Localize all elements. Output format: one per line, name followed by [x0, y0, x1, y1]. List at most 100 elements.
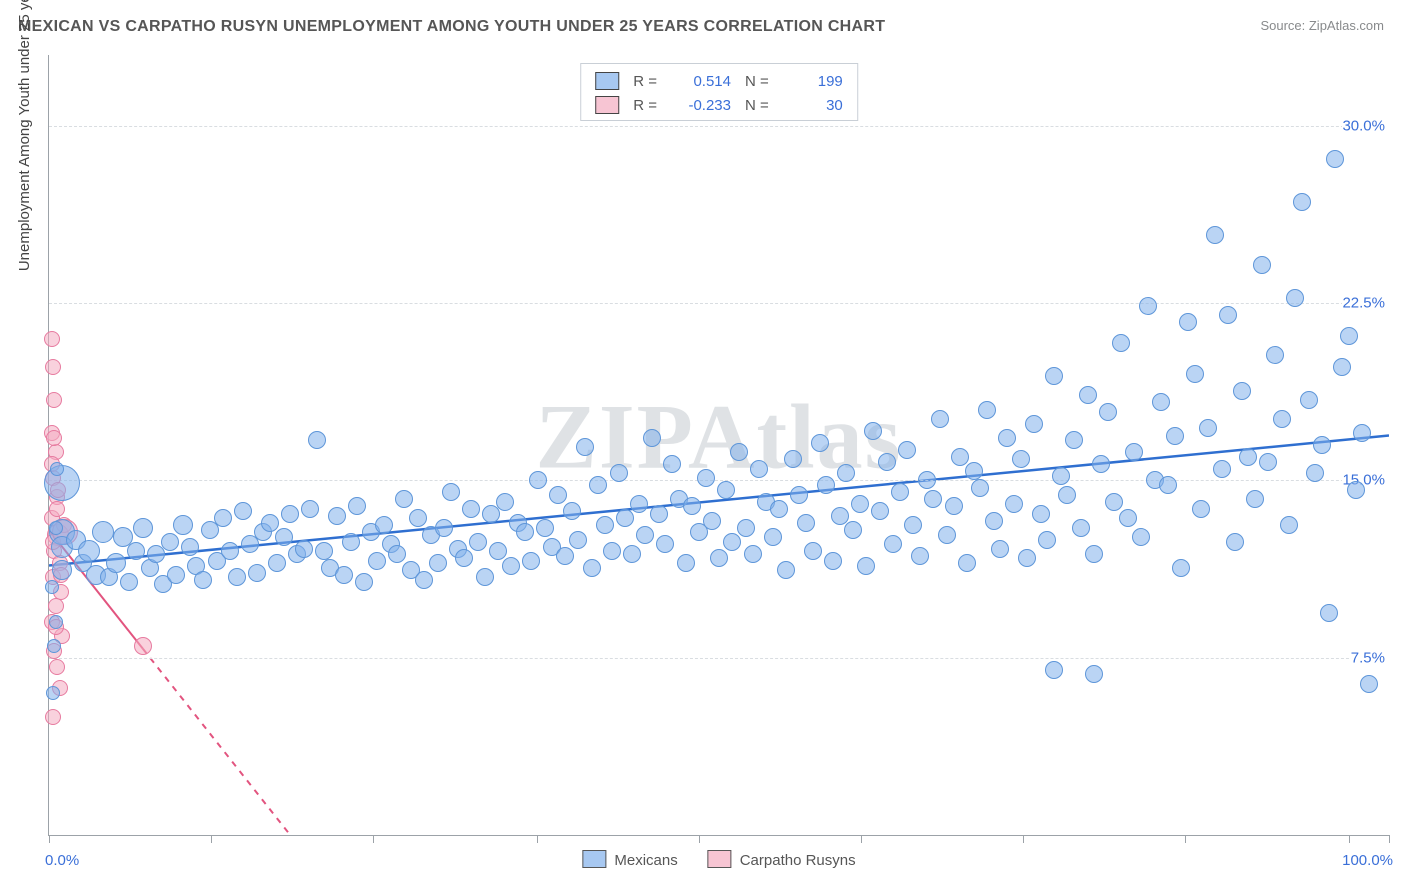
scatter-point: [723, 533, 741, 551]
scatter-point: [898, 441, 916, 459]
scatter-point: [824, 552, 842, 570]
scatter-point: [750, 460, 768, 478]
scatter-point: [161, 533, 179, 551]
scatter-point: [388, 545, 406, 563]
scatter-point: [911, 547, 929, 565]
scatter-point: [1206, 226, 1224, 244]
y-axis-title: Unemployment Among Youth under 25 years: [16, 0, 33, 271]
scatter-point: [295, 540, 313, 558]
scatter-point: [583, 559, 601, 577]
scatter-point: [1259, 453, 1277, 471]
scatter-point: [1072, 519, 1090, 537]
gridline-h: [49, 303, 1389, 304]
scatter-point: [971, 479, 989, 497]
scatter-point: [1005, 495, 1023, 513]
scatter-point: [496, 493, 514, 511]
r-value-mexicans: 0.514: [671, 73, 731, 90]
scatter-point: [348, 497, 366, 515]
scatter-point: [489, 542, 507, 560]
scatter-point: [1152, 393, 1170, 411]
scatter-point: [1085, 665, 1103, 683]
scatter-point: [1112, 334, 1130, 352]
x-tick: [861, 835, 862, 843]
scatter-point: [596, 516, 614, 534]
scatter-point: [49, 521, 63, 535]
scatter-point: [978, 401, 996, 419]
scatter-point: [442, 483, 460, 501]
scatter-point: [1320, 604, 1338, 622]
scatter-point: [1213, 460, 1231, 478]
gridline-h: [49, 658, 1389, 659]
scatter-point: [951, 448, 969, 466]
swatch-blue-icon: [595, 72, 619, 90]
scatter-point: [355, 573, 373, 591]
scatter-point: [1172, 559, 1190, 577]
scatter-point: [744, 545, 762, 563]
scatter-point: [1360, 675, 1378, 693]
scatter-point: [630, 495, 648, 513]
scatter-point: [603, 542, 621, 560]
scatter-point: [221, 542, 239, 560]
r-label: R =: [633, 97, 657, 114]
scatter-point: [1018, 549, 1036, 567]
x-tick: [211, 835, 212, 843]
scatter-point: [308, 431, 326, 449]
scatter-point: [924, 490, 942, 508]
scatter-point: [1139, 297, 1157, 315]
x-tick: [373, 835, 374, 843]
scatter-point: [342, 533, 360, 551]
scatter-point: [677, 554, 695, 572]
scatter-point: [1239, 448, 1257, 466]
scatter-point: [1159, 476, 1177, 494]
scatter-point: [536, 519, 554, 537]
y-tick-label: 30.0%: [1342, 117, 1391, 134]
chart-title: MEXICAN VS CARPATHO RUSYN UNEMPLOYMENT A…: [18, 18, 885, 36]
scatter-point: [469, 533, 487, 551]
scatter-point: [48, 598, 64, 614]
scatter-point: [106, 553, 126, 573]
scatter-point: [49, 501, 65, 517]
legend-item-carpatho: Carpatho Rusyns: [708, 850, 856, 869]
scatter-point: [46, 430, 62, 446]
scatter-point: [52, 560, 72, 580]
scatter-point: [429, 554, 447, 572]
legend-label-mexicans: Mexicans: [614, 852, 677, 869]
x-axis-max-label: 100.0%: [1342, 852, 1393, 869]
plot-area: ZIPAtlas R = 0.514 N = 199 R = -0.233 N …: [48, 55, 1389, 836]
scatter-point: [301, 500, 319, 518]
scatter-point: [985, 512, 1003, 530]
source-attribution: Source: ZipAtlas.com: [1260, 18, 1384, 33]
scatter-point: [717, 481, 735, 499]
scatter-point: [703, 512, 721, 530]
scatter-point: [683, 497, 701, 515]
correlation-legend: R = 0.514 N = 199 R = -0.233 N = 30: [580, 63, 858, 121]
scatter-point: [1192, 500, 1210, 518]
r-label: R =: [633, 73, 657, 90]
scatter-point: [811, 434, 829, 452]
scatter-point: [328, 507, 346, 525]
x-tick: [1023, 835, 1024, 843]
trend-lines-layer: [49, 55, 1389, 835]
scatter-point: [1079, 386, 1097, 404]
scatter-point: [44, 331, 60, 347]
scatter-point: [663, 455, 681, 473]
scatter-point: [1326, 150, 1344, 168]
scatter-point: [616, 509, 634, 527]
scatter-point: [945, 497, 963, 515]
scatter-point: [851, 495, 869, 513]
legend-label-carpatho: Carpatho Rusyns: [740, 852, 856, 869]
x-tick: [537, 835, 538, 843]
scatter-point: [45, 580, 59, 594]
scatter-point: [998, 429, 1016, 447]
scatter-point: [563, 502, 581, 520]
scatter-point: [127, 542, 145, 560]
y-tick-label: 22.5%: [1342, 295, 1391, 312]
scatter-point: [784, 450, 802, 468]
scatter-point: [737, 519, 755, 537]
scatter-point: [1347, 481, 1365, 499]
scatter-point: [576, 438, 594, 456]
r-value-carpatho: -0.233: [671, 97, 731, 114]
source-link[interactable]: ZipAtlas.com: [1309, 18, 1384, 33]
scatter-point: [78, 540, 100, 562]
source-prefix: Source:: [1260, 18, 1308, 33]
